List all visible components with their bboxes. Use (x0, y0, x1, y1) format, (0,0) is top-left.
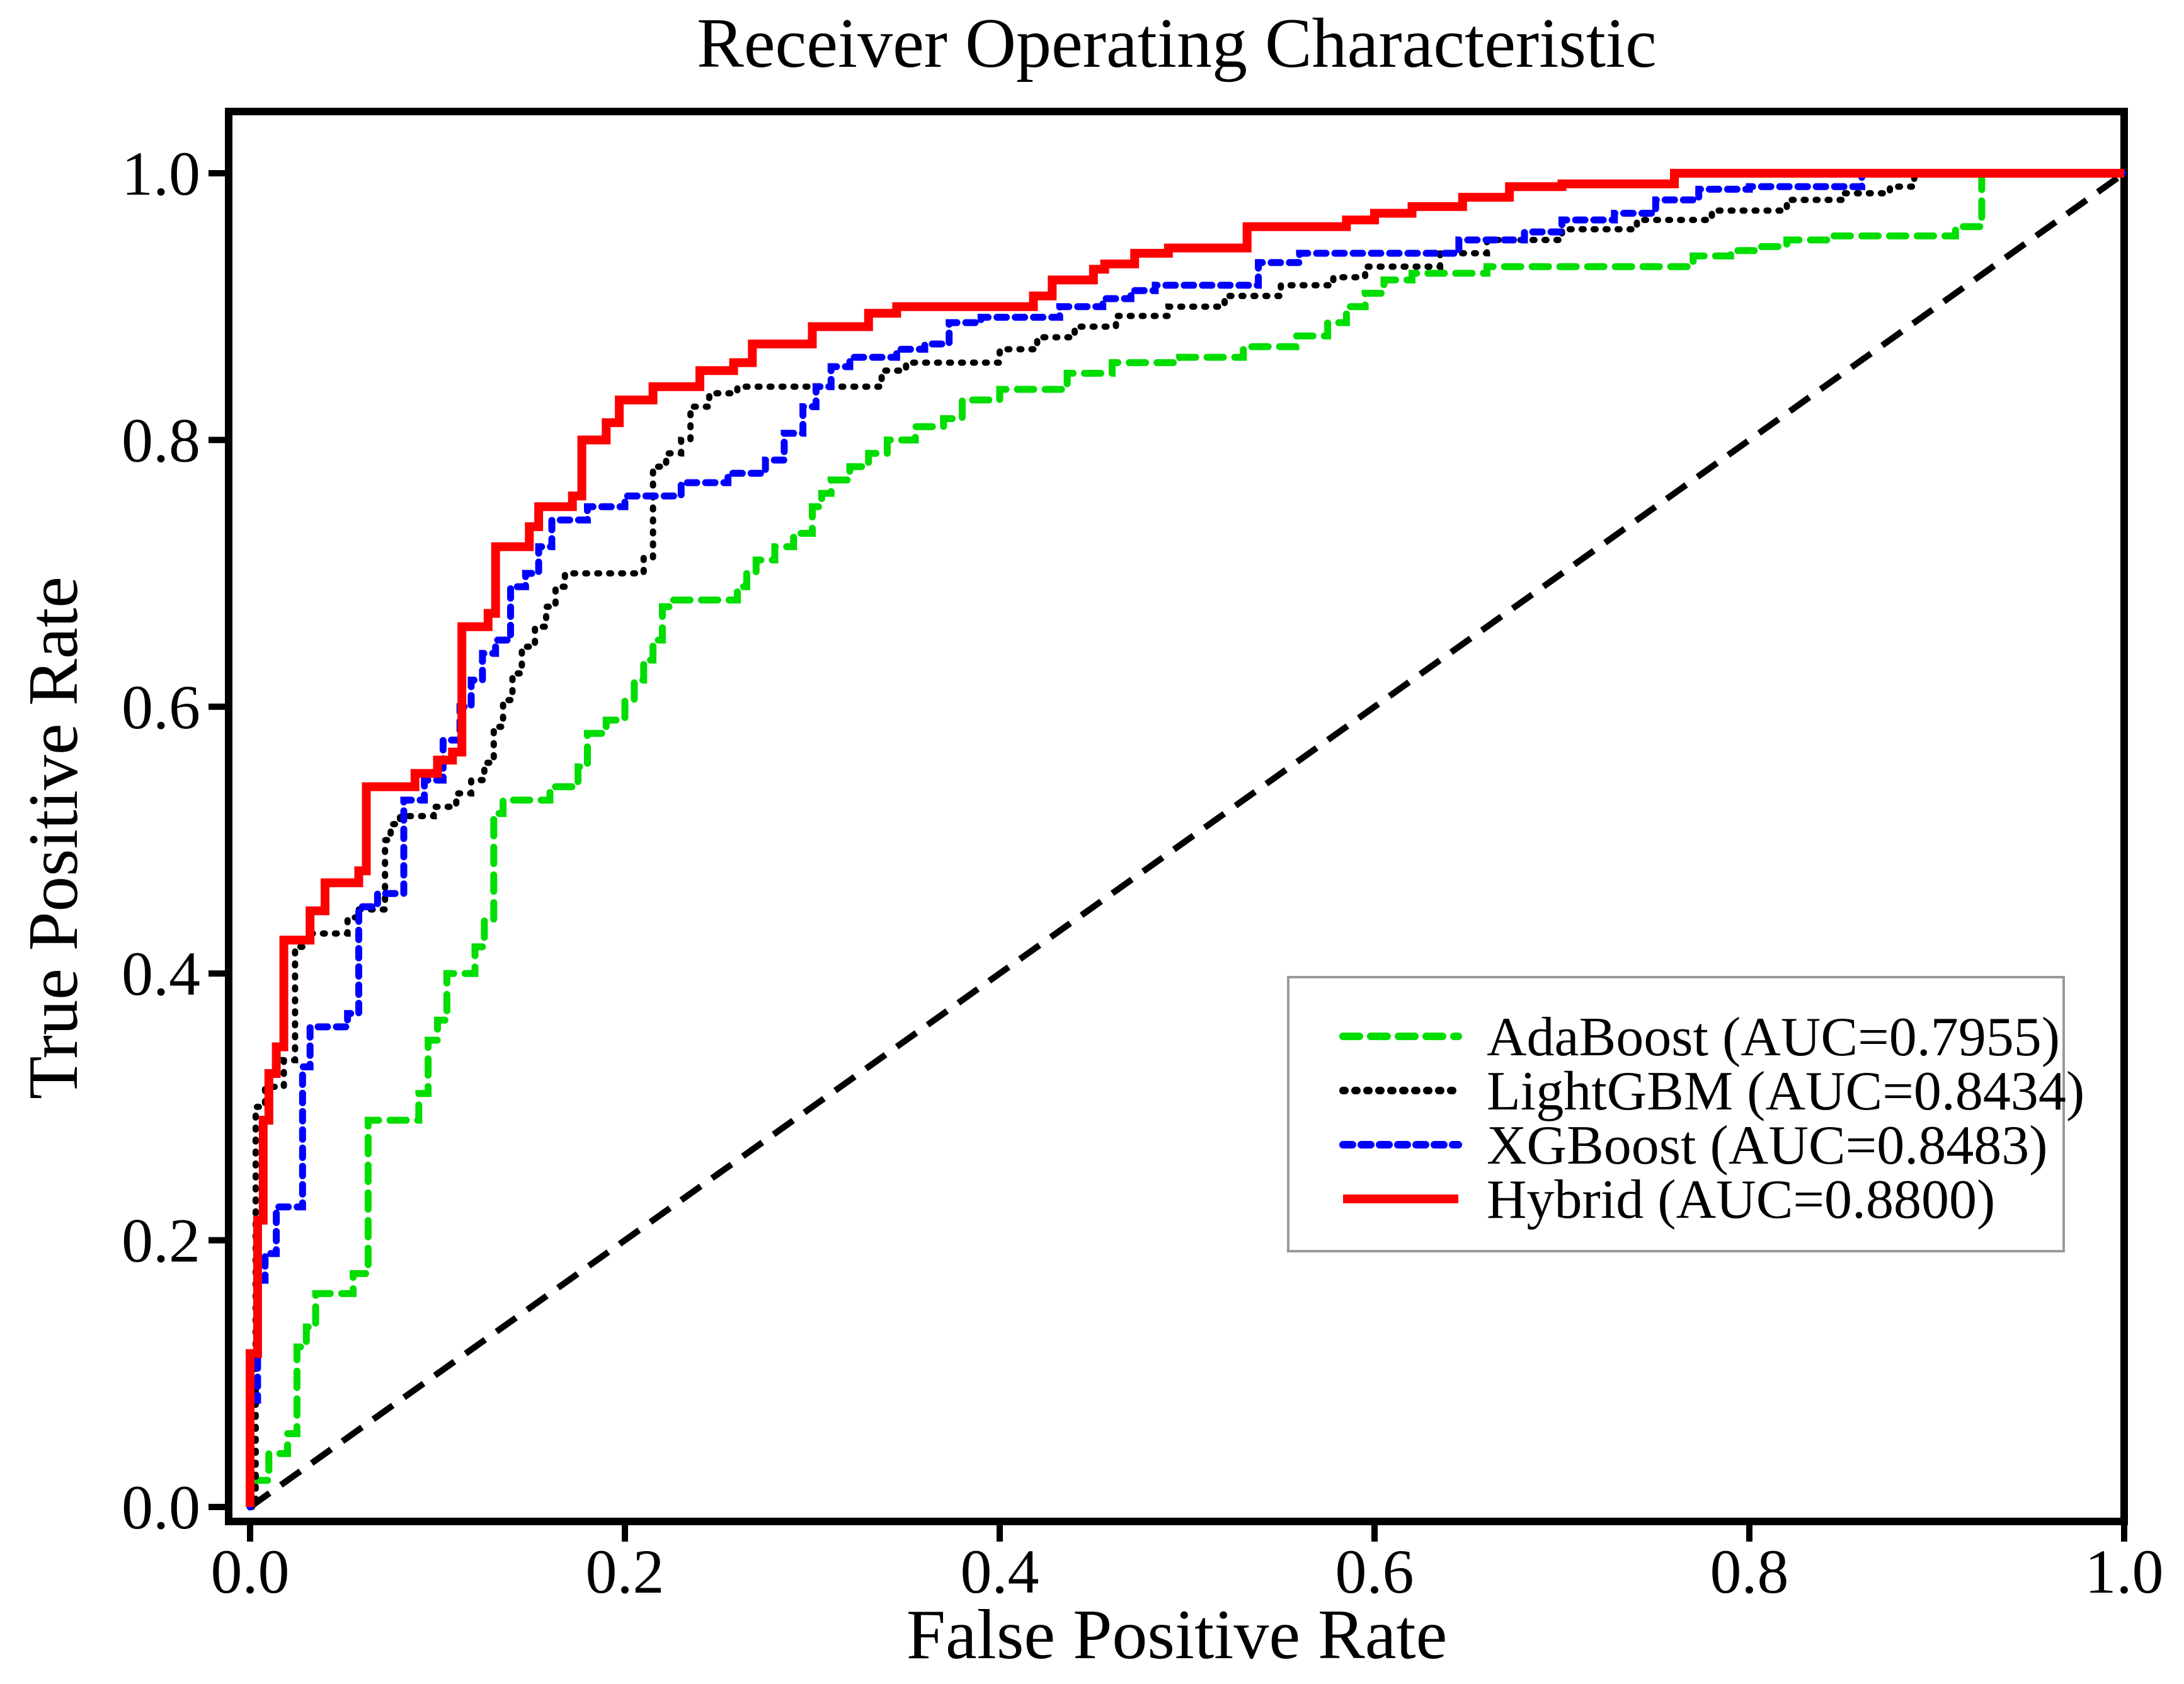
y-tick-label: 0.4 (122, 939, 200, 1009)
y-axis-ticks: 0.0 0.2 0.4 0.6 0.8 1.0 (122, 139, 229, 1542)
chart-title: Receiver Operating Characteristic (697, 4, 1657, 83)
legend-entry: AdaBoost (AUC=0.7955) (1339, 1007, 2060, 1068)
legend-entry-label: XGBoost (AUC=0.8483) (1487, 1115, 2048, 1176)
x-tick-label: 0.4 (961, 1537, 1039, 1607)
roc-curve-lightgbm (247, 170, 2127, 1510)
legend-box (1287, 976, 2065, 1252)
legend: AdaBoost (AUC=0.7955)LightGBM (AUC=0.843… (1287, 976, 2084, 1252)
x-tick-label: 1.0 (2085, 1537, 2164, 1607)
y-tick-label: 0.2 (122, 1206, 200, 1276)
roc-curves (246, 169, 2128, 1511)
roc-curve-xgboost (246, 169, 2128, 1511)
x-tick-label: 0.6 (1335, 1537, 1414, 1607)
legend-entry: XGBoost (AUC=0.8483) (1339, 1115, 2048, 1176)
roc-curve-hybrid (246, 169, 2124, 1507)
y-tick-label: 0.0 (122, 1472, 200, 1542)
legend-entry: LightGBM (AUC=0.8434) (1339, 1061, 2084, 1122)
y-tick-label: 0.6 (122, 672, 200, 742)
roc-curve-adaboost (246, 169, 2128, 1511)
x-axis-label: False Positive Rate (906, 1596, 1448, 1674)
legend-entry-label: LightGBM (AUC=0.8434) (1487, 1061, 2084, 1122)
legend-entry: Hybrid (AUC=0.8800) (1343, 1169, 1995, 1230)
x-tick-label: 0.0 (211, 1537, 290, 1607)
plot-border (225, 108, 2128, 1525)
y-tick-label: 1.0 (122, 139, 200, 209)
x-axis-ticks: 0.0 0.2 0.4 0.6 0.8 1.0 (211, 1521, 2164, 1607)
legend-entry-label: AdaBoost (AUC=0.7955) (1487, 1007, 2060, 1068)
reference-line-chance-diagonal (248, 170, 2126, 1510)
x-tick-label: 0.2 (586, 1537, 665, 1607)
y-tick-label: 0.8 (122, 405, 200, 475)
legend-entry-label: Hybrid (AUC=0.8800) (1487, 1169, 1995, 1230)
y-axis-label: True Positive Rate (14, 576, 93, 1099)
x-tick-label: 0.8 (1710, 1537, 1789, 1607)
